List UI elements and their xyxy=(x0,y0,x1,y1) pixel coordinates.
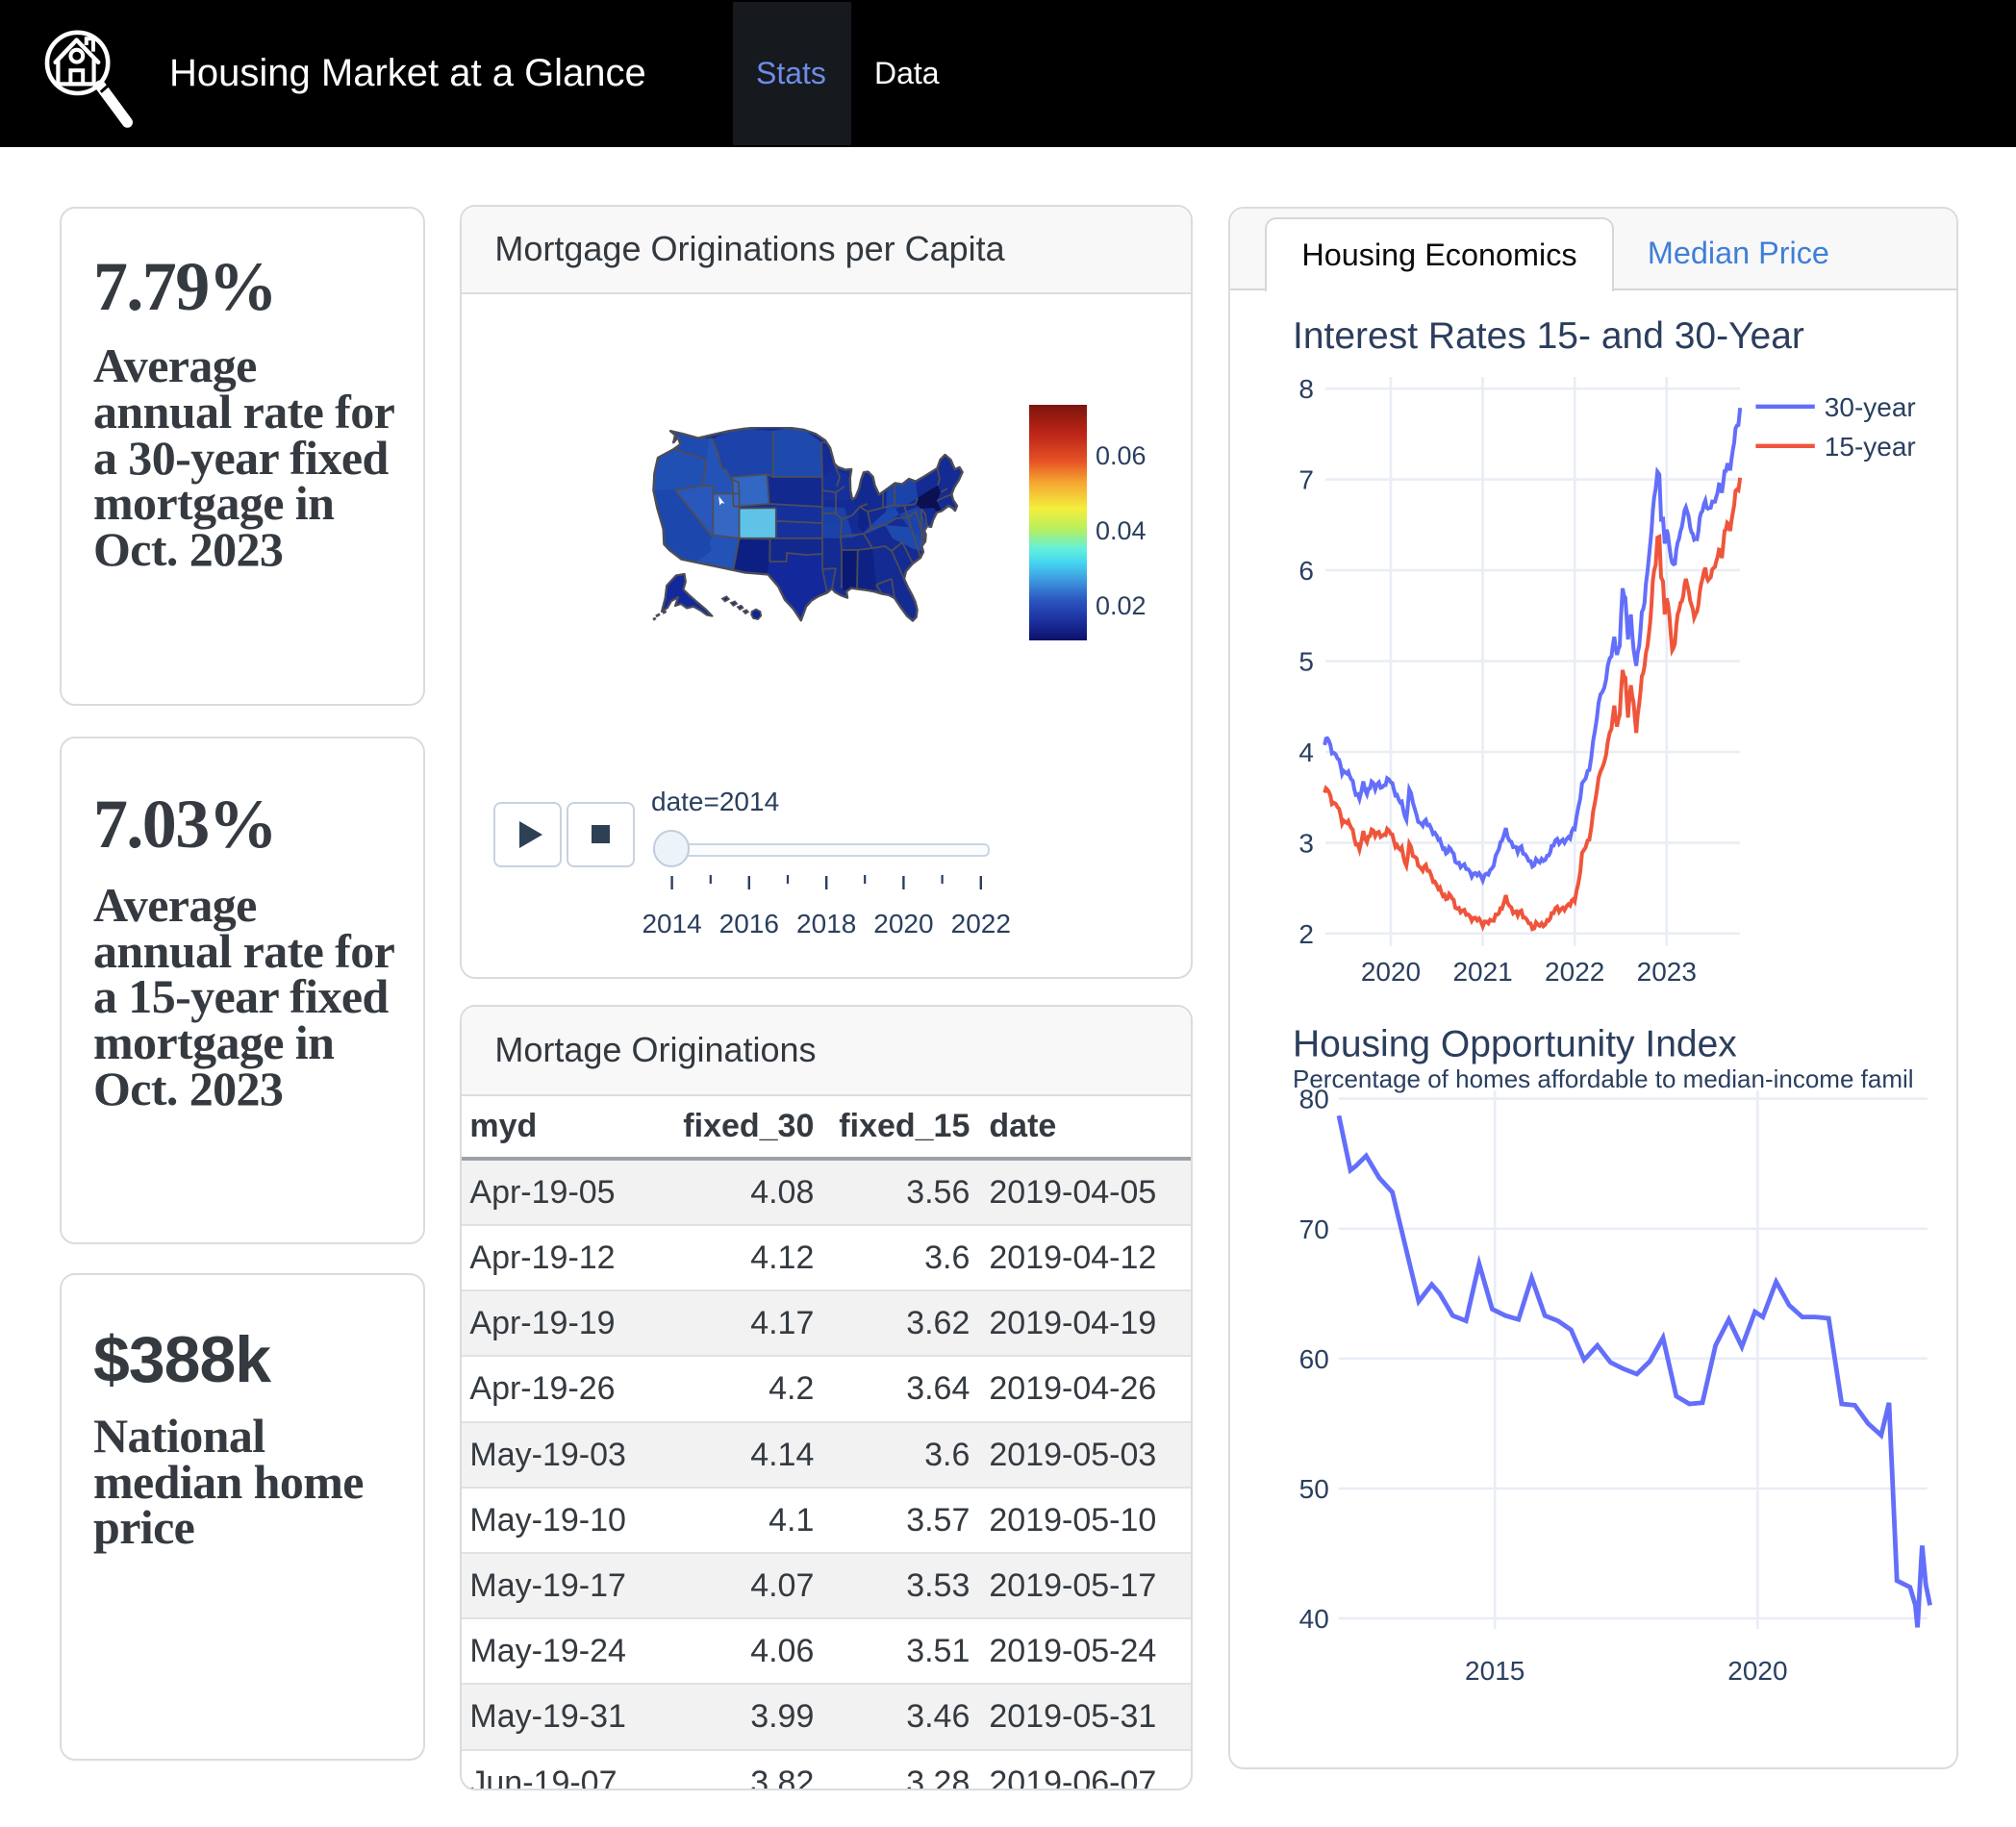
svg-text:2022: 2022 xyxy=(1545,957,1604,987)
svg-text:2018: 2018 xyxy=(796,909,856,939)
svg-text:2021: 2021 xyxy=(1452,957,1512,987)
svg-text:2: 2 xyxy=(1298,919,1314,949)
svg-text:Percentage of homes affordable: Percentage of homes affordable to median… xyxy=(1293,1064,1914,1093)
svg-text:7: 7 xyxy=(1298,465,1314,495)
svg-text:30-year: 30-year xyxy=(1825,392,1916,422)
svg-text:50: 50 xyxy=(1299,1474,1329,1504)
svg-text:Housing Opportunity Index: Housing Opportunity Index xyxy=(1293,1024,1737,1065)
svg-text:6: 6 xyxy=(1298,556,1314,586)
svg-text:3: 3 xyxy=(1298,828,1314,858)
svg-text:2023: 2023 xyxy=(1637,957,1697,987)
svg-text:2020: 2020 xyxy=(1361,957,1421,987)
svg-text:8: 8 xyxy=(1298,374,1314,404)
svg-text:2014: 2014 xyxy=(642,909,701,939)
svg-text:40: 40 xyxy=(1299,1604,1329,1634)
svg-text:4: 4 xyxy=(1298,738,1314,767)
svg-text:5: 5 xyxy=(1298,647,1314,677)
svg-text:2016: 2016 xyxy=(719,909,779,939)
svg-text:2022: 2022 xyxy=(951,909,1011,939)
svg-text:60: 60 xyxy=(1299,1344,1329,1374)
svg-text:2020: 2020 xyxy=(1727,1656,1787,1686)
svg-text:80: 80 xyxy=(1299,1085,1329,1114)
svg-text:70: 70 xyxy=(1299,1214,1329,1244)
svg-text:2020: 2020 xyxy=(873,909,933,939)
svg-text:2015: 2015 xyxy=(1465,1656,1525,1686)
svg-text:15-year: 15-year xyxy=(1825,432,1916,462)
svg-text:Interest Rates 15- and 30-Year: Interest Rates 15- and 30-Year xyxy=(1293,315,1804,357)
